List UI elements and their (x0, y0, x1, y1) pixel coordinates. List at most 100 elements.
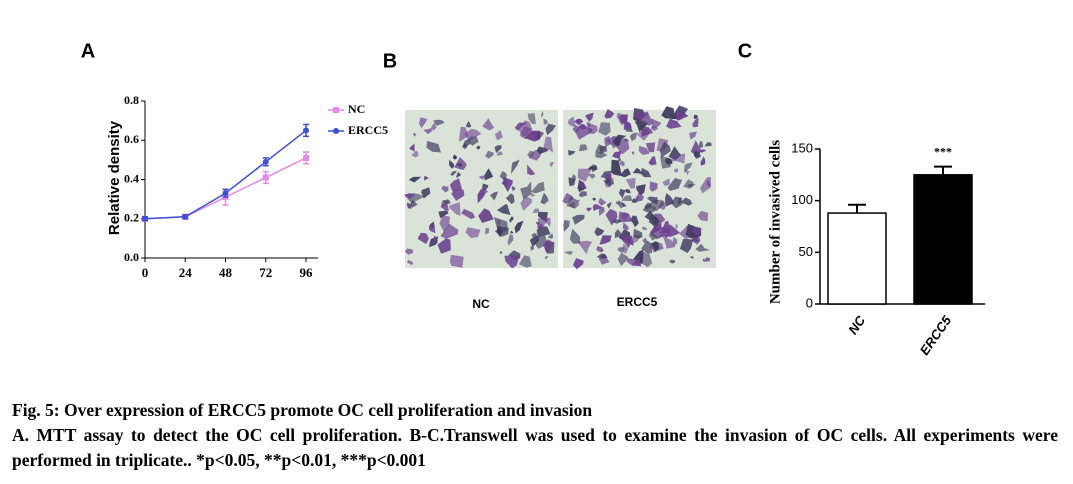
cell (645, 142, 656, 153)
cell (549, 161, 555, 168)
cell (426, 140, 441, 153)
cell (588, 122, 598, 134)
y-tick-label: 100 (791, 192, 813, 207)
cell (496, 204, 511, 216)
y-tick-label: 50 (799, 244, 813, 259)
cell (644, 210, 658, 221)
cell (536, 131, 544, 139)
cell (456, 163, 462, 167)
cell (638, 145, 650, 155)
cell (545, 123, 556, 136)
bar (913, 174, 973, 305)
cell (675, 223, 678, 230)
cell (592, 164, 598, 173)
cell (674, 168, 678, 173)
cell (496, 219, 502, 226)
cell (478, 175, 485, 180)
cell (496, 151, 503, 156)
cell (449, 159, 455, 169)
cell (592, 197, 597, 201)
cell (494, 130, 503, 141)
caption-title: Fig. 5: Over expression of ERCC5 promote… (12, 400, 593, 420)
cell (499, 251, 503, 254)
cell (531, 193, 536, 197)
cell (574, 118, 584, 126)
cell (410, 199, 418, 208)
cell (540, 192, 549, 205)
point (182, 213, 189, 220)
cell (625, 189, 631, 194)
caption-text: A. MTT assay to detect the OC cell proli… (12, 425, 1058, 470)
cell (438, 210, 449, 219)
cell (662, 178, 670, 187)
cell (603, 178, 615, 187)
cell (592, 204, 602, 211)
cell (599, 235, 612, 245)
cell (612, 151, 622, 159)
cell (669, 259, 676, 264)
cell (571, 174, 576, 182)
cell (617, 252, 629, 267)
cell (461, 208, 476, 220)
cell (657, 231, 669, 239)
cell (578, 181, 586, 191)
cell (641, 167, 652, 178)
cell (423, 127, 432, 134)
cell (706, 179, 711, 187)
cell (532, 208, 540, 213)
cell (605, 208, 618, 226)
cell (439, 215, 450, 233)
cell (620, 168, 631, 178)
cell (633, 228, 643, 239)
cell (612, 134, 627, 147)
cell (648, 156, 657, 166)
cell (544, 255, 549, 260)
bar (827, 212, 887, 305)
cell (704, 142, 712, 147)
cell (659, 141, 671, 158)
cell (630, 215, 639, 228)
y-tick-label: 0 (806, 295, 813, 310)
cell (530, 245, 535, 251)
cell (505, 193, 515, 205)
cell (683, 179, 694, 189)
cell (547, 233, 554, 239)
cell (464, 128, 482, 142)
cell (663, 236, 675, 249)
cell (635, 111, 648, 121)
y-tick-label: 0.6 (124, 132, 139, 146)
y-tick-label: 0.2 (124, 211, 139, 225)
cell (585, 112, 594, 122)
cell (507, 234, 514, 246)
point (142, 215, 148, 222)
cell (433, 235, 438, 244)
x-tick-label: 96 (300, 265, 314, 280)
x-tick-label: 24 (179, 265, 193, 280)
cell (596, 253, 608, 259)
y-axis-label: Relative density (106, 120, 123, 235)
cell (572, 125, 580, 133)
cell (642, 237, 647, 244)
cell (598, 206, 605, 216)
cell (604, 173, 612, 180)
cell (612, 218, 622, 224)
cell (431, 122, 437, 131)
error-bar (848, 203, 866, 214)
cell (692, 236, 700, 243)
cell (424, 175, 430, 181)
x-tick-label: NC (845, 313, 868, 337)
cell (514, 122, 527, 131)
cell (519, 255, 532, 268)
cell (568, 150, 576, 156)
cell (578, 191, 587, 198)
cell (650, 241, 660, 252)
error-bar (934, 165, 952, 175)
cell (631, 151, 635, 155)
cell (618, 157, 621, 163)
cell (529, 234, 539, 247)
cell (631, 198, 637, 203)
cell (679, 238, 694, 254)
cell (411, 150, 419, 158)
cell (566, 196, 580, 209)
cell (407, 259, 413, 265)
